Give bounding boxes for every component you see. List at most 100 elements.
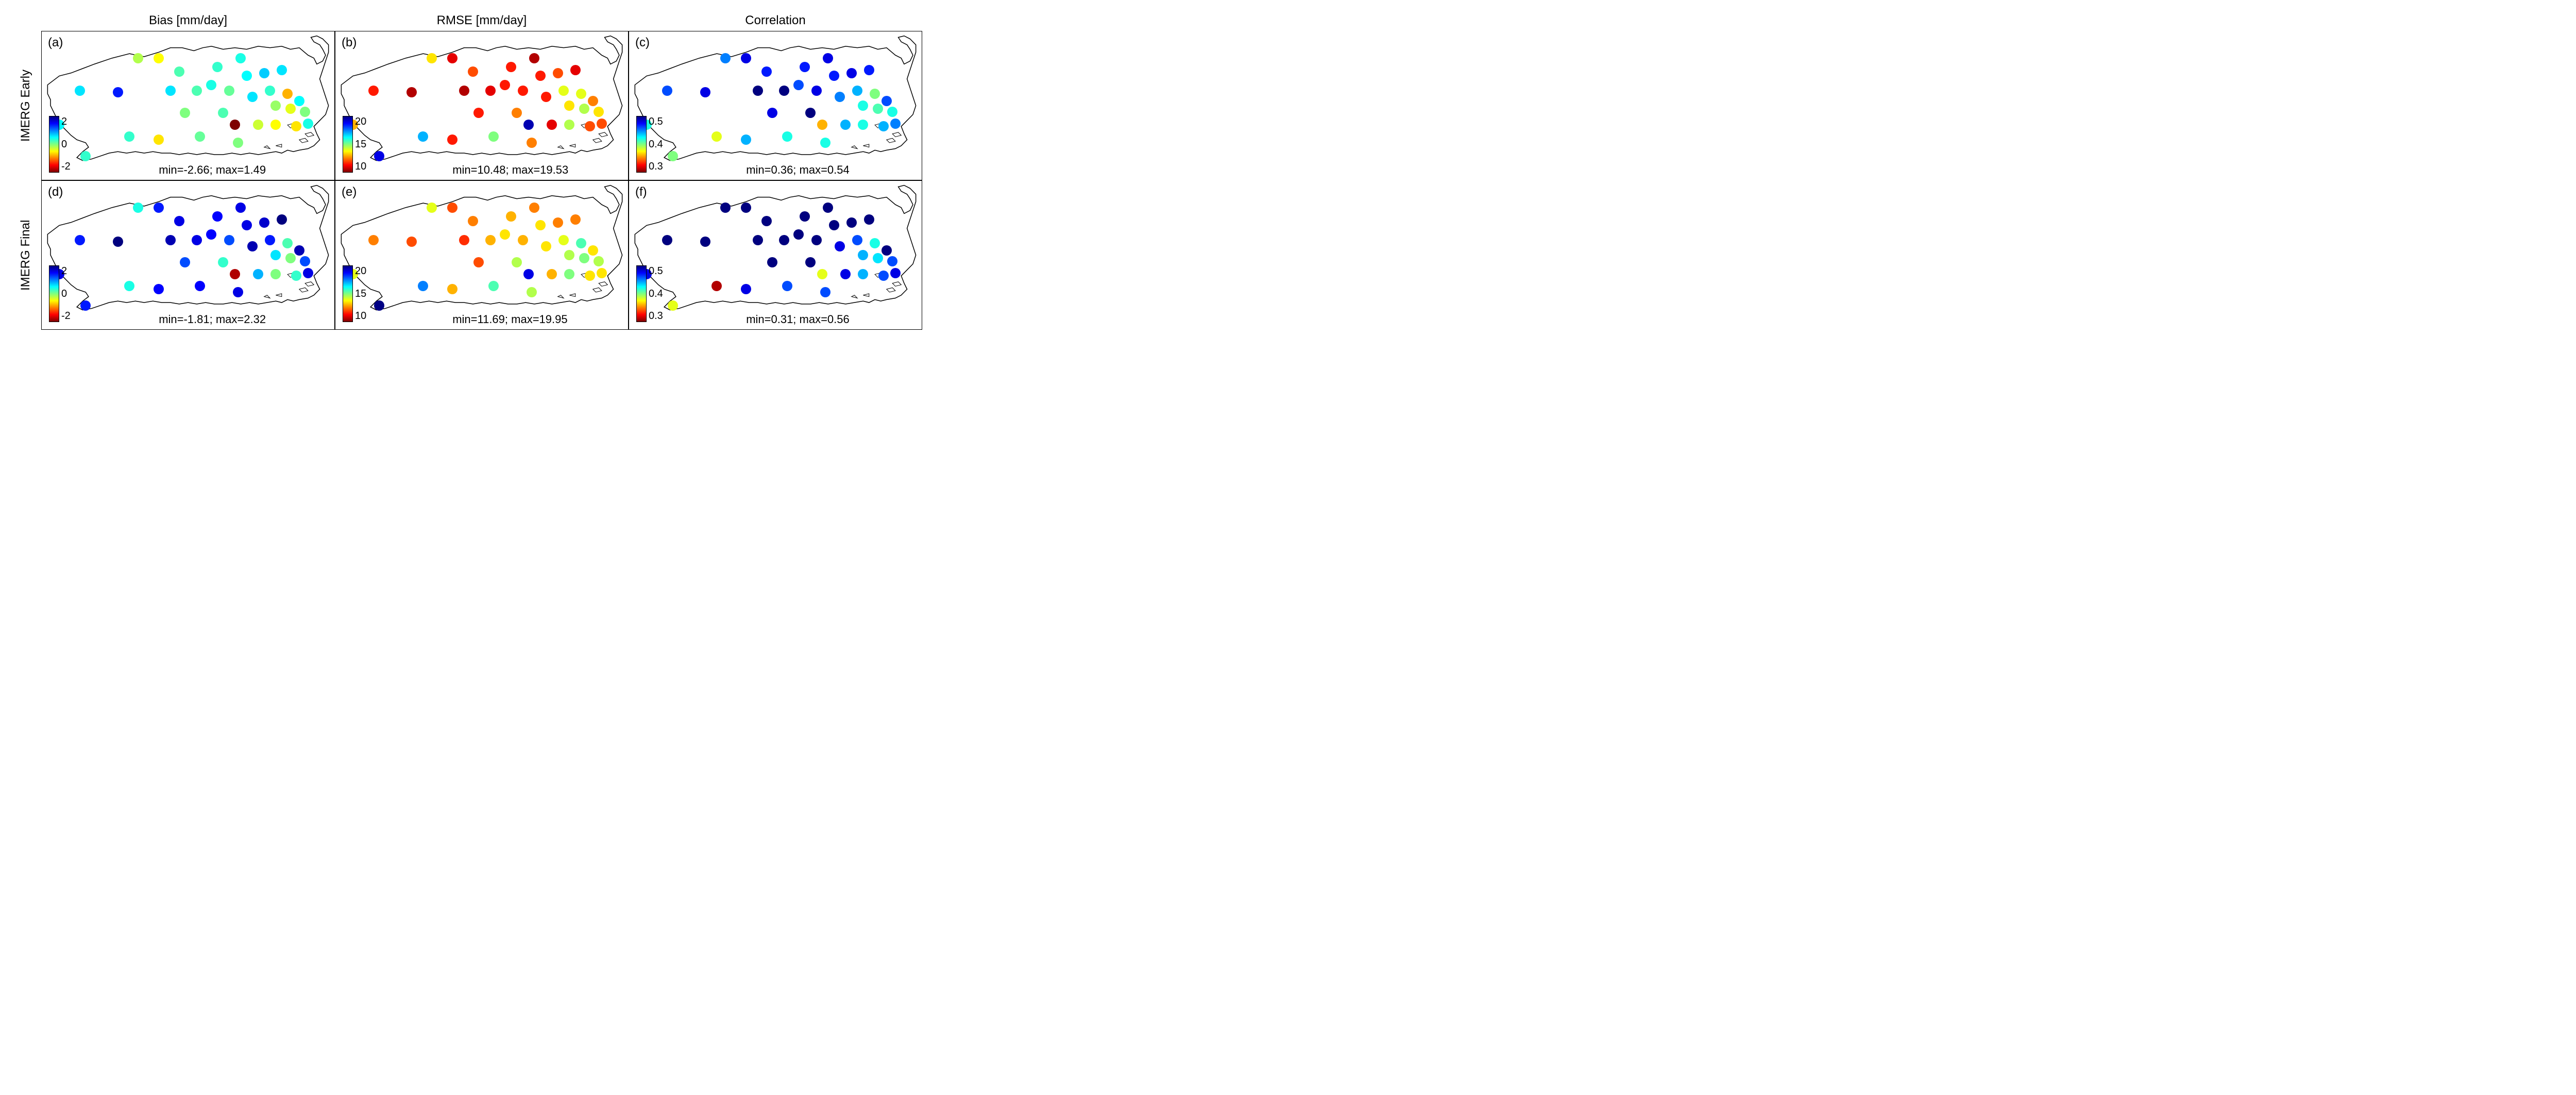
colorbar: 201510 <box>343 116 379 173</box>
station-marker <box>206 80 216 90</box>
station-marker <box>500 229 510 240</box>
station-marker <box>700 87 710 97</box>
station-marker <box>870 238 880 248</box>
colorbar-tick: 20 <box>355 116 366 128</box>
station-marker <box>597 119 607 129</box>
station-marker <box>541 92 551 102</box>
station-marker <box>300 107 310 117</box>
station-marker <box>820 287 831 297</box>
station-marker <box>585 121 595 131</box>
station-marker <box>247 241 258 251</box>
panel-label: (d) <box>48 185 63 199</box>
station-marker <box>488 131 499 142</box>
station-marker <box>133 53 143 63</box>
station-marker <box>294 245 304 256</box>
station-marker <box>447 53 457 63</box>
station-marker <box>662 235 672 245</box>
colorbar-tick: 0.4 <box>649 139 663 150</box>
station-marker <box>829 71 839 81</box>
station-marker <box>180 108 190 118</box>
station-marker <box>576 238 586 248</box>
minmax-text: min=0.31; max=0.56 <box>746 313 850 326</box>
station-marker <box>253 120 263 130</box>
station-marker <box>180 257 190 267</box>
station-marker <box>270 269 281 279</box>
station-marker <box>858 269 868 279</box>
panel-label: (e) <box>342 185 357 199</box>
station-marker <box>585 271 595 281</box>
station-marker <box>277 65 287 75</box>
station-marker <box>294 96 304 106</box>
station-marker <box>270 120 281 130</box>
station-marker <box>282 238 293 248</box>
station-marker <box>473 257 484 267</box>
station-marker <box>195 281 205 291</box>
station-marker <box>154 284 164 294</box>
station-marker <box>75 235 85 245</box>
figure-grid: Bias [mm/day] RMSE [mm/day] Correlation … <box>10 10 922 330</box>
station-marker <box>529 203 539 213</box>
station-marker <box>230 120 240 130</box>
station-marker <box>512 257 522 267</box>
station-marker <box>300 256 310 266</box>
station-marker <box>873 104 883 114</box>
station-marker <box>233 287 243 297</box>
station-marker <box>779 235 789 245</box>
station-marker <box>165 86 176 96</box>
colorbar-tick: -2 <box>61 310 71 322</box>
minmax-text: min=11.69; max=19.95 <box>452 313 567 326</box>
colorbar: 0.50.40.3 <box>636 265 672 322</box>
station-marker <box>779 86 789 96</box>
station-marker <box>468 66 478 77</box>
station-marker <box>570 214 581 225</box>
station-marker <box>846 68 857 78</box>
colorbar-tick: 0 <box>61 288 71 300</box>
station-marker <box>154 203 164 213</box>
station-marker <box>662 86 672 96</box>
station-marker <box>174 216 184 226</box>
station-marker <box>541 241 551 251</box>
station-marker <box>124 281 134 291</box>
colorbar-tick: -2 <box>61 161 71 173</box>
station-marker <box>588 245 598 256</box>
station-marker <box>485 235 496 245</box>
station-marker <box>852 235 862 245</box>
station-marker <box>820 138 831 148</box>
colorbar: 201510 <box>343 265 379 322</box>
station-marker <box>218 108 228 118</box>
station-marker <box>368 86 379 96</box>
station-marker <box>447 203 457 213</box>
station-marker <box>459 86 469 96</box>
station-marker <box>817 269 827 279</box>
station-marker <box>882 245 892 256</box>
station-marker <box>418 131 428 142</box>
colorbar-tick: 0 <box>61 139 71 150</box>
colorbar-tick: 0.5 <box>649 265 663 277</box>
station-marker <box>835 92 845 102</box>
station-marker <box>558 235 569 245</box>
station-marker <box>811 235 822 245</box>
station-marker <box>406 87 417 97</box>
station-marker <box>518 86 528 96</box>
station-marker <box>547 269 557 279</box>
station-marker <box>154 134 164 145</box>
colorbar-tick: 0.5 <box>649 116 663 128</box>
station-marker <box>553 68 563 78</box>
station-marker <box>242 220 252 230</box>
panel-b: (b)min=10.48; max=19.53201510 <box>335 31 629 180</box>
station-marker <box>113 237 123 247</box>
colorbar-tick: 10 <box>355 161 366 173</box>
station-marker <box>512 108 522 118</box>
station-marker <box>500 80 510 90</box>
panel-c: (c)min=0.36; max=0.540.50.40.3 <box>629 31 922 180</box>
station-marker <box>535 220 546 230</box>
colorbar-tick: 0.3 <box>649 310 663 322</box>
station-marker <box>761 66 772 77</box>
station-marker <box>887 256 897 266</box>
colorbar-tick: 2 <box>61 265 71 277</box>
station-marker <box>303 268 313 278</box>
station-marker <box>805 257 816 267</box>
col-title-corr: Correlation <box>629 10 922 31</box>
station-marker <box>485 86 496 96</box>
station-marker <box>427 53 437 63</box>
